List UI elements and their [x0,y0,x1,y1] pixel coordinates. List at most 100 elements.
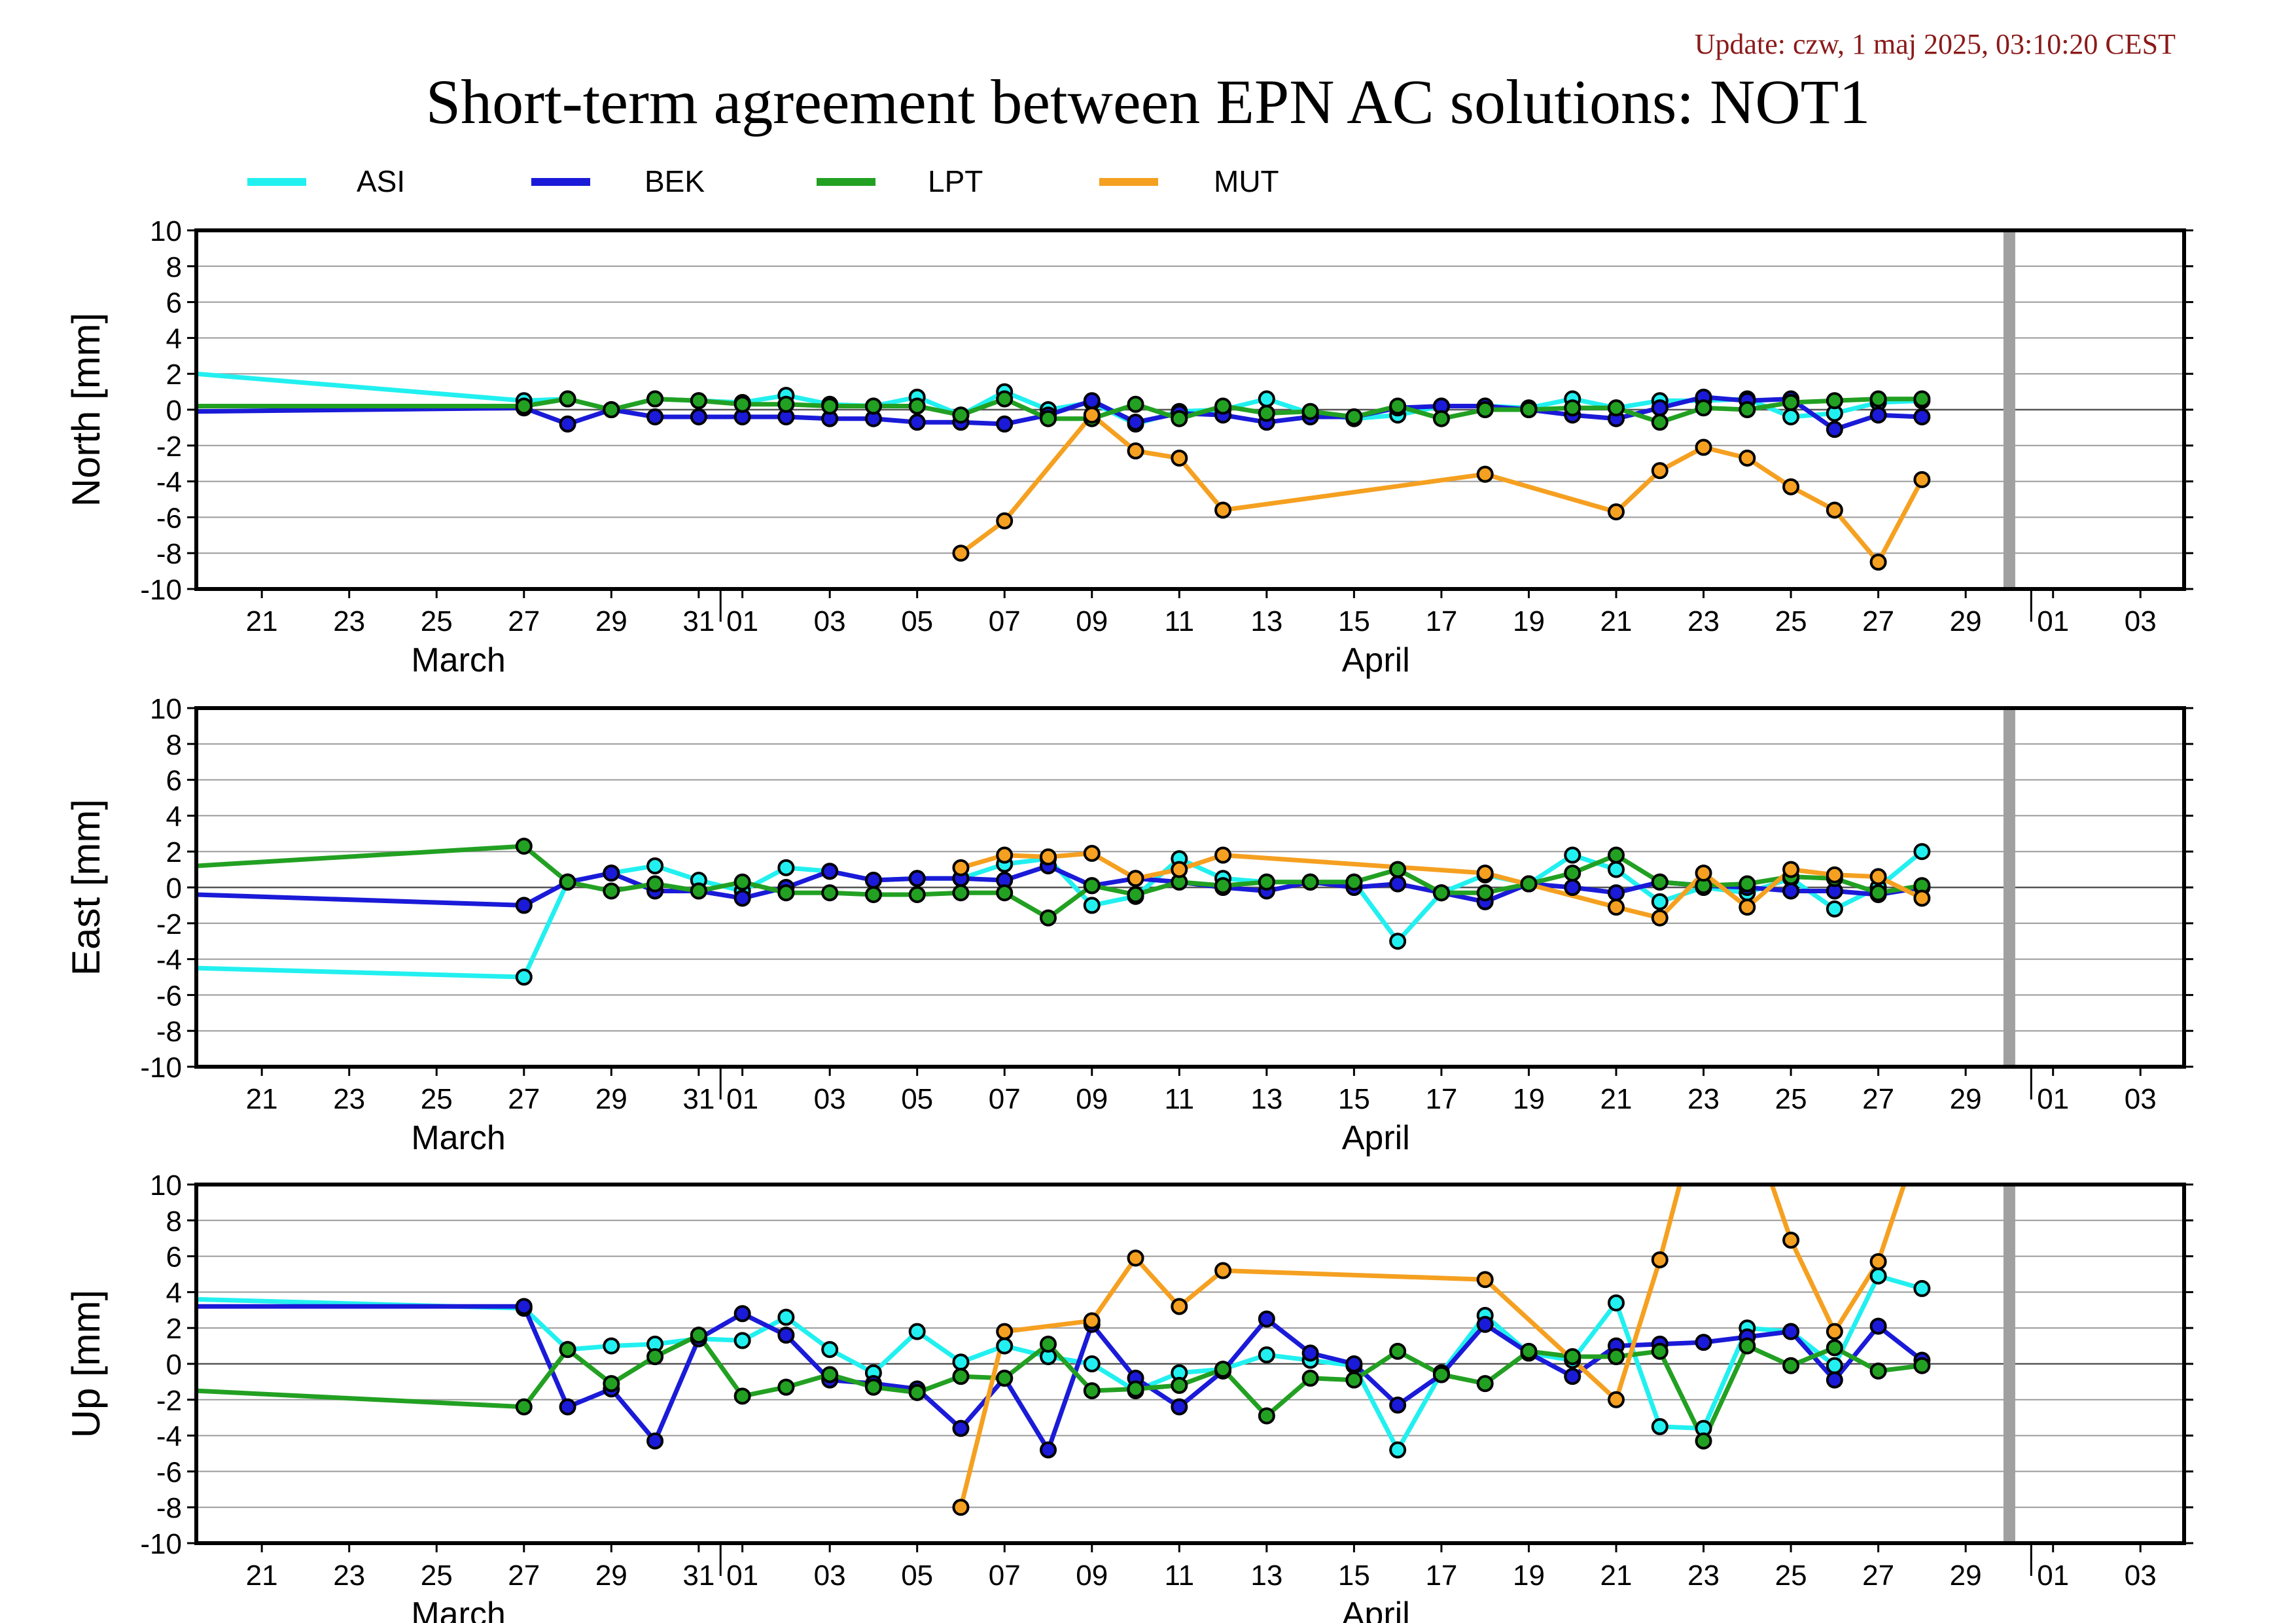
data-point-lpt [1258,873,1275,891]
y-tick-label: 8 [166,1205,182,1238]
data-point-mut [1651,1251,1669,1269]
data-point-asi [777,1308,795,1326]
x-tick-label: 21 [246,605,278,637]
y-tick-label: 0 [166,1349,182,1381]
x-tick-label: 25 [421,1083,453,1115]
x-tick-label: 21 [246,1083,278,1115]
x-tick-label: 05 [901,605,933,637]
series-line-lpt [196,397,1922,425]
y-tick-label: 0 [166,872,182,904]
data-point-mut [1127,1249,1144,1267]
data-point-lpt [646,390,664,408]
data-point-bek [1695,1334,1712,1351]
data-point-lpt [1389,861,1407,878]
x-tick-label: 21 [1600,1560,1633,1592]
data-point-lpt [952,406,970,424]
data-point-bek [733,889,751,907]
data-point-lpt [1127,1380,1144,1398]
x-tick-label: 25 [421,1560,453,1592]
x-tick-label: 23 [333,1560,365,1592]
y-tick-label: -4 [156,1421,182,1453]
x-tick-label: 03 [2125,1560,2157,1592]
x-tick-label: 21 [246,1560,278,1592]
series-line-lpt [196,844,1922,921]
data-point-lpt [646,875,664,893]
data-point-lpt [821,397,839,415]
x-tick-label: 23 [333,605,365,637]
x-tick-label: 21 [1600,1083,1633,1115]
data-point-mut [1739,899,1756,916]
data-point-lpt [1520,1342,1538,1360]
data-point-bek [1782,1323,1800,1340]
data-point-lpt [1782,394,1800,412]
data-point-lpt [1564,1348,1581,1366]
x-tick-label: 13 [1250,1560,1282,1592]
data-point-mut [1826,866,1843,883]
month-label: April [1342,641,1410,679]
x-tick-label: 31 [682,1560,715,1592]
data-point-bek [1127,414,1144,431]
data-point-bek [1389,1397,1407,1414]
data-point-bek [559,415,576,433]
data-point-mut [1476,465,1494,483]
data-point-asi [515,969,533,986]
y-tick-label: -2 [156,908,182,940]
x-tick-label: 15 [1338,605,1370,637]
data-point-lpt [1520,875,1538,893]
month-label: March [411,1596,505,1623]
data-point-lpt [1520,401,1538,418]
y-tick-label: 2 [166,359,182,391]
series-line-lpt [196,1332,1922,1444]
data-point-lpt [1564,399,1581,417]
y-tick-label: -4 [156,944,182,976]
data-point-lpt [1651,414,1669,431]
x-tick-label: 21 [1600,605,1633,637]
data-point-mut [1127,442,1144,460]
data-point-lpt [1127,885,1144,903]
data-point-lpt [1040,410,1057,427]
data-point-lpt [1083,1382,1101,1400]
x-tick-label: 09 [1076,1560,1108,1592]
x-tick-label: 15 [1338,1083,1370,1115]
data-point-asi [952,1353,970,1371]
data-point-mut [1127,870,1144,887]
data-point-lpt [777,884,795,902]
x-tick-label: 07 [989,1560,1021,1592]
data-point-bek [1782,882,1800,900]
y-tick-label: -6 [156,502,182,534]
data-point-bek [996,415,1014,433]
data-point-asi [1651,1418,1669,1435]
data-point-bek [646,1432,664,1450]
data-point-lpt [603,882,620,900]
data-point-lpt [559,1341,576,1359]
future-marker [2003,1185,2015,1543]
y-tick-label: -10 [140,1528,182,1560]
data-point-lpt [996,1369,1014,1387]
data-point-lpt [690,882,707,900]
data-point-lpt [821,1366,839,1383]
data-point-lpt [646,1348,664,1366]
data-point-bek [952,1419,970,1437]
x-tick-label: 09 [1076,1083,1108,1115]
data-point-lpt [1432,410,1450,427]
data-point-lpt [864,397,882,415]
data-point-lpt [690,392,707,410]
x-tick-label: 19 [1513,1560,1545,1592]
data-point-bek [908,414,926,431]
series-line-bek [196,1304,1924,1452]
data-point-lpt [1695,1432,1712,1450]
data-point-mut [952,1499,970,1516]
data-point-bek [1608,884,1625,902]
x-tick-label: 27 [1862,1560,1894,1592]
x-tick-label: 01 [726,605,758,637]
data-point-lpt [1432,884,1450,902]
x-tick-label: 29 [1950,605,1982,637]
data-point-lpt [1826,392,1843,410]
data-point-mut [1913,889,1931,907]
y-tick-label: 10 [150,1169,182,1202]
data-point-bek [1913,408,1931,425]
x-tick-label: 23 [1687,1083,1720,1115]
y-tick-label: 4 [166,1277,182,1309]
x-tick-label: 03 [814,1560,846,1592]
x-tick-label: 03 [2125,605,2157,637]
